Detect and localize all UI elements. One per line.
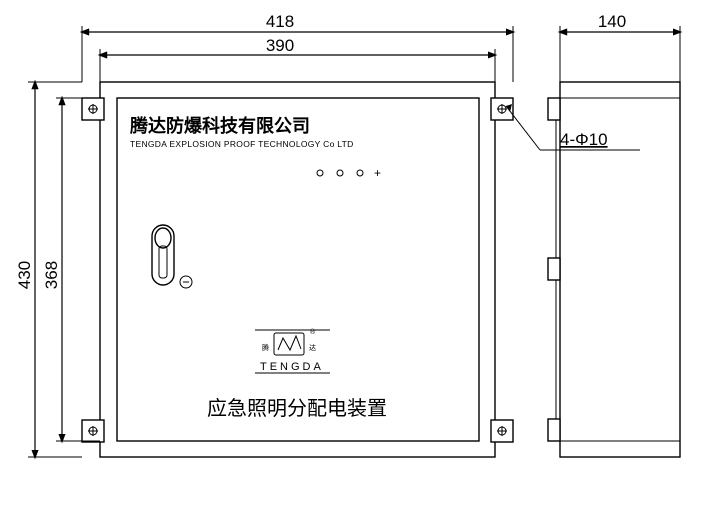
dim-368-val: 368: [42, 261, 61, 289]
drawing-svg: 腾达防爆科技有限公司 TENGDA EXPLOSION PROOF TECHNO…: [0, 0, 719, 513]
led-plus: +: [374, 166, 381, 180]
logo-reg: ®: [310, 328, 316, 336]
dim-390: 390: [100, 36, 495, 82]
dim-418-val: 418: [266, 12, 294, 31]
dim-holes-val: 4-Φ10: [560, 130, 608, 149]
dim-140-val: 140: [598, 12, 626, 31]
dim-430-val: 430: [15, 261, 34, 289]
logo-cn-right: 达: [309, 343, 316, 352]
company-cn: 腾达防爆科技有限公司: [130, 115, 310, 136]
dim-140: 140: [560, 12, 680, 82]
drawing-root: { "type": "engineering-drawing", "canvas…: [0, 0, 719, 513]
logo-cn-left: 腾: [262, 343, 269, 352]
dim-368: 368: [42, 98, 100, 441]
side-hinge-tabs: [548, 98, 560, 441]
company-en: TENGDA EXPLOSION PROOF TECHNOLOGY Co LTD: [130, 139, 354, 149]
logo-en: TENGDA: [260, 361, 324, 373]
product-name: 应急照明分配电装置: [207, 397, 387, 420]
dim-390-val: 390: [266, 36, 294, 55]
dim-418: 418: [82, 12, 513, 82]
